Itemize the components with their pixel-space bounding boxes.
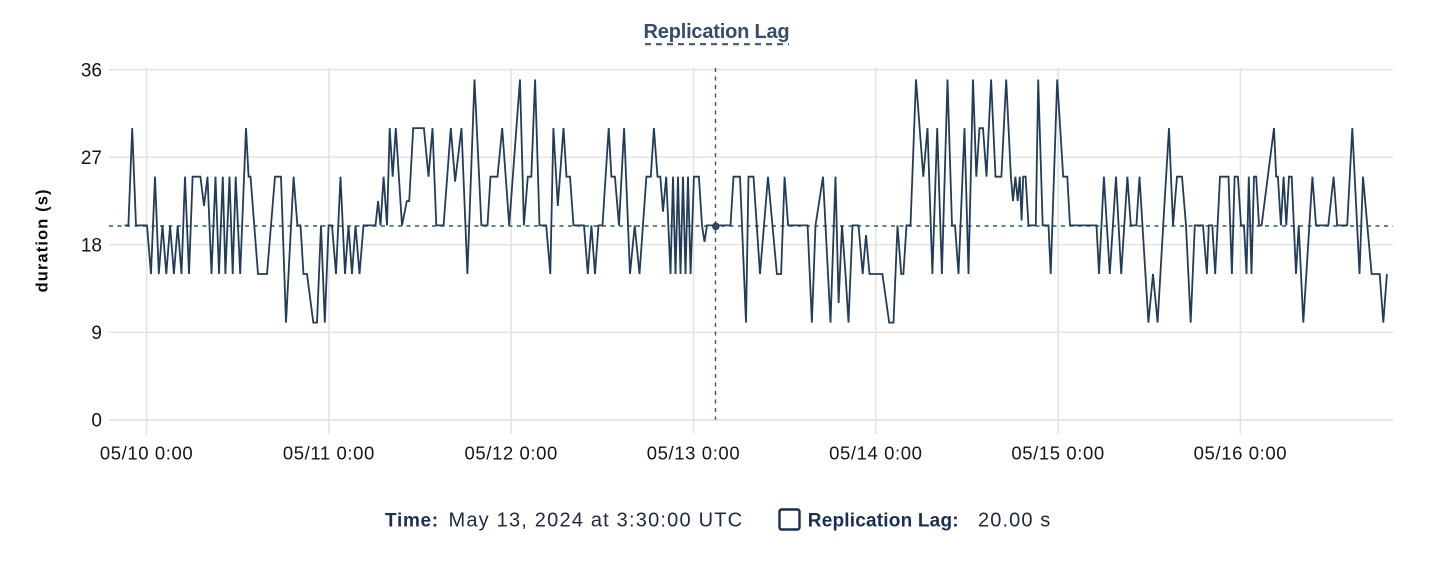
svg-text:duration (s): duration (s) bbox=[34, 188, 52, 292]
svg-text:36: 36 bbox=[81, 60, 102, 81]
svg-text:May 13, 2024 at 3:30:00 UTC: May 13, 2024 at 3:30:00 UTC bbox=[449, 510, 744, 532]
svg-text:05/16 0:00: 05/16 0:00 bbox=[1194, 443, 1287, 464]
svg-text:Replication Lag:: Replication Lag: bbox=[808, 511, 959, 532]
svg-text:Time:: Time: bbox=[385, 511, 439, 532]
svg-text:05/13 0:00: 05/13 0:00 bbox=[647, 443, 740, 464]
svg-text:05/10 0:00: 05/10 0:00 bbox=[100, 443, 193, 464]
svg-text:05/11 0:00: 05/11 0:00 bbox=[283, 443, 375, 464]
svg-text:18: 18 bbox=[81, 235, 102, 256]
svg-text:0: 0 bbox=[91, 410, 102, 431]
svg-text:05/15 0:00: 05/15 0:00 bbox=[1011, 443, 1104, 464]
svg-text:05/14 0:00: 05/14 0:00 bbox=[829, 443, 922, 464]
svg-text:9: 9 bbox=[91, 323, 102, 344]
svg-text:20.00 s: 20.00 s bbox=[978, 510, 1051, 532]
svg-text:05/12 0:00: 05/12 0:00 bbox=[464, 443, 557, 464]
svg-text:27: 27 bbox=[81, 148, 102, 169]
svg-text:Replication Lag: Replication Lag bbox=[644, 21, 790, 43]
